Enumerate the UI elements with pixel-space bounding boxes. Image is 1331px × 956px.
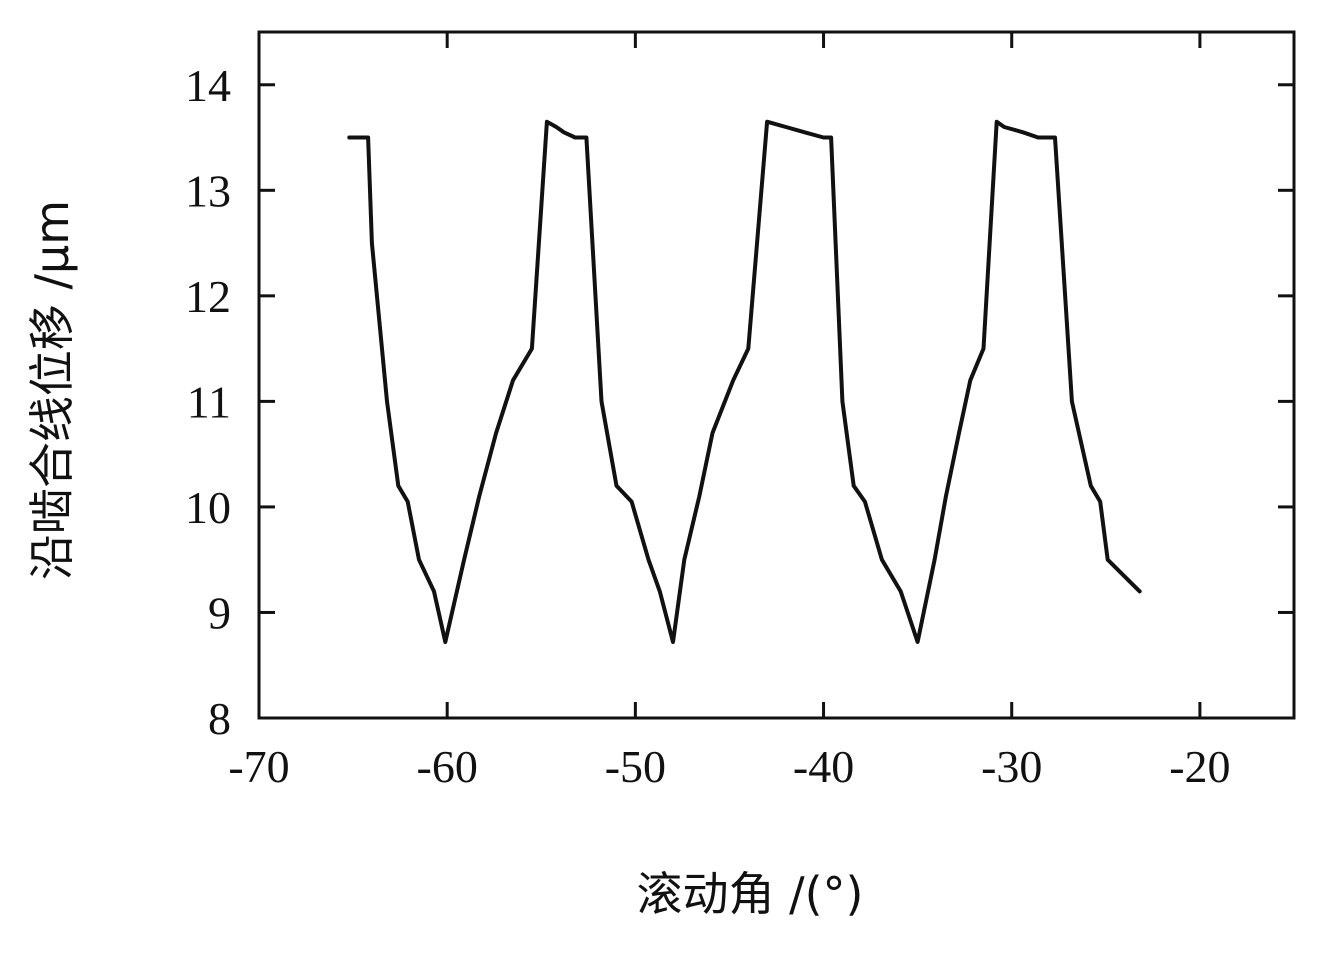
- y-axis-title: 沿啮合线位移 /μm: [25, 200, 79, 580]
- y-tick-label: 10: [185, 482, 231, 533]
- y-tick-label: 11: [187, 376, 231, 427]
- series-line: [347, 119, 1142, 644]
- axis-ticks: [257, 32, 1294, 720]
- x-tick-label: -20: [1169, 741, 1230, 792]
- y-tick-label: 8: [208, 693, 231, 744]
- y-tick-label: 12: [185, 271, 231, 322]
- x-tick-label: -70: [228, 741, 289, 792]
- x-axis-title: 滚动角 /(°): [636, 867, 863, 921]
- x-tick-label: -60: [417, 741, 478, 792]
- x-tick-label: -40: [793, 741, 854, 792]
- y-tick-label: 14: [185, 60, 231, 111]
- x-tick-labels: -70 -60 -50 -40 -30 -20: [228, 741, 1230, 792]
- x-tick-label: -50: [605, 741, 666, 792]
- y-tick-labels: 8 9 10 11 12 13 14: [185, 60, 231, 744]
- x-tick-label: -30: [981, 741, 1042, 792]
- y-tick-label: 9: [208, 587, 231, 638]
- plot-frame: [257, 30, 1296, 720]
- y-tick-label: 13: [185, 165, 231, 216]
